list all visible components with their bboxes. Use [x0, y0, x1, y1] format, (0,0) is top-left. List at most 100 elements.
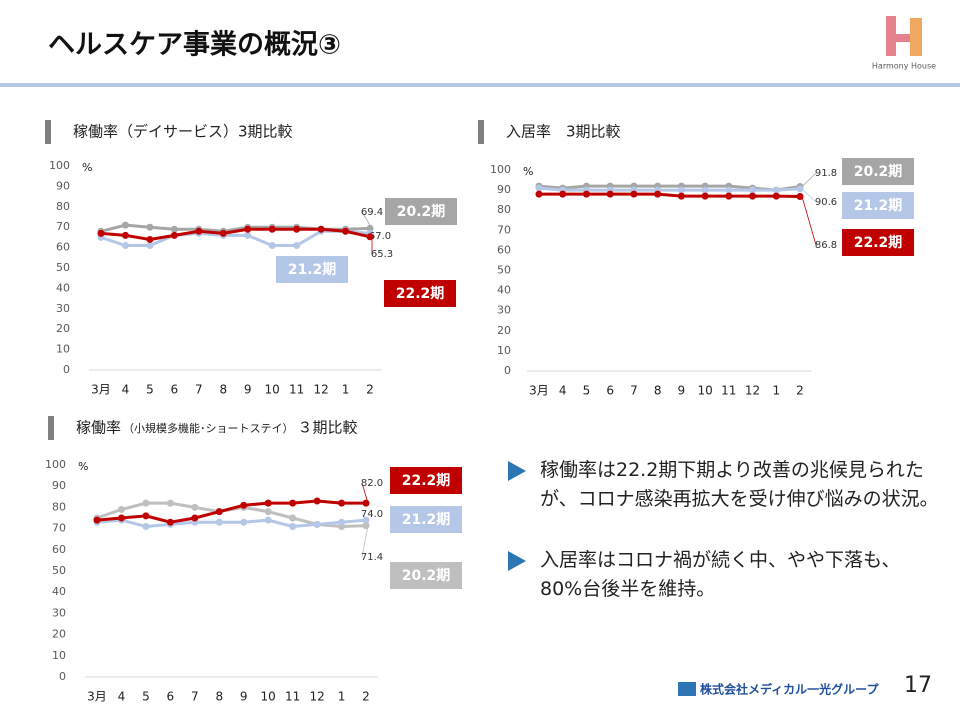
data-point: [289, 499, 297, 507]
legend-label: 22.2期: [402, 473, 451, 489]
value-label: 74.0: [361, 509, 383, 520]
y-tick-label: 50: [56, 261, 70, 274]
value-label: 69.4: [361, 207, 383, 218]
y-tick-label: 100: [49, 159, 70, 172]
data-point: [630, 190, 638, 198]
series-line: [96, 499, 366, 524]
value-label: 71.4: [361, 552, 383, 563]
data-point: [264, 516, 272, 524]
data-point: [93, 516, 101, 524]
logo-mark: [886, 16, 896, 56]
data-point: [142, 499, 150, 507]
label-leader: [801, 196, 817, 246]
series-line: [100, 229, 371, 248]
y-tick-label: 0: [504, 364, 511, 377]
data-point: [313, 497, 321, 505]
legend-label: 21.2期: [288, 262, 337, 278]
y-tick-label: 10: [497, 344, 511, 357]
legend-box: [384, 280, 456, 307]
bullet: 入居率はコロナ禍が続く中、やや下落も、80%台後半を維持。: [508, 546, 940, 604]
data-point: [117, 506, 125, 514]
x-tick-label: 7: [195, 383, 203, 397]
legend-box: [390, 467, 462, 494]
data-point: [796, 185, 804, 193]
y-tick-label: 90: [497, 183, 511, 196]
data-point: [244, 231, 252, 239]
legend-label: 20.2期: [397, 204, 446, 220]
x-tick-label: 4: [122, 383, 130, 397]
x-tick-label: 12: [309, 690, 324, 704]
data-point: [146, 242, 154, 250]
y-tick-label: 60: [56, 241, 70, 254]
label-leader: [801, 188, 817, 203]
x-tick-label: 6: [167, 690, 175, 704]
data-point: [677, 192, 685, 200]
x-tick-label: 10: [265, 383, 280, 397]
data-point: [195, 227, 203, 235]
chart-title: 稼働率: [76, 419, 121, 437]
x-tick-label: 8: [654, 384, 662, 398]
footer-company: 株式会社メディカル一光グループ: [700, 682, 879, 697]
x-tick-label: 7: [191, 690, 199, 704]
legend-label: 21.2期: [402, 512, 451, 528]
y-tick-label: 40: [497, 284, 511, 297]
x-tick-label: 1: [342, 383, 350, 397]
data-point: [121, 231, 129, 239]
data-point: [289, 514, 297, 522]
y-tick-label: 10: [52, 649, 66, 662]
chart-title: 稼働率（デイサービス）3期比較: [73, 123, 293, 141]
y-tick-label: 60: [52, 543, 66, 556]
value-label: 67.0: [369, 231, 391, 242]
y-tick-label: 70: [56, 220, 70, 233]
x-tick-label: 11: [721, 384, 736, 398]
y-tick-label: 40: [56, 281, 70, 294]
x-tick-label: 2: [796, 384, 804, 398]
series-line: [96, 518, 367, 528]
y-tick-label: 0: [63, 363, 70, 376]
data-point: [606, 190, 614, 198]
x-tick-label: 10: [261, 690, 276, 704]
x-tick-label: 3月: [91, 383, 111, 397]
series-line: [100, 227, 371, 241]
data-point: [170, 225, 178, 233]
logo-mark: [910, 18, 922, 56]
x-tick-label: 10: [697, 384, 712, 398]
series-line: [538, 184, 801, 192]
data-point: [535, 184, 543, 192]
data-point: [362, 499, 370, 507]
x-tick-label: 9: [240, 690, 248, 704]
data-point: [268, 242, 276, 250]
legend-label: 22.2期: [396, 286, 445, 302]
data-point: [268, 225, 276, 233]
x-tick-label: 1: [338, 690, 346, 704]
data-point: [313, 520, 321, 528]
logo-text: Harmony House: [872, 62, 936, 71]
x-tick-label: 6: [171, 383, 179, 397]
y-tick-label: 30: [52, 606, 66, 619]
x-tick-label: 5: [142, 690, 150, 704]
data-point: [142, 522, 150, 530]
x-tick-label: 6: [606, 384, 614, 398]
data-point: [289, 522, 297, 530]
x-tick-label: 11: [289, 383, 304, 397]
data-point: [191, 514, 199, 522]
data-point: [338, 518, 346, 526]
y-tick-label: 90: [56, 179, 70, 192]
data-point: [117, 514, 125, 522]
x-tick-label: 4: [559, 384, 567, 398]
data-point: [191, 503, 199, 511]
data-point: [97, 229, 105, 237]
x-tick-label: 1: [772, 384, 780, 398]
data-point: [749, 186, 757, 194]
y-tick-label: 80: [497, 203, 511, 216]
data-point: [146, 223, 154, 231]
chart-title: 入居率 3期比較: [506, 123, 621, 141]
data-point: [166, 499, 174, 507]
data-point: [170, 231, 178, 239]
data-point: [701, 186, 709, 194]
x-tick-label: 2: [366, 383, 374, 397]
legend-box: [390, 506, 462, 533]
data-point: [166, 518, 174, 526]
data-point: [342, 227, 350, 235]
